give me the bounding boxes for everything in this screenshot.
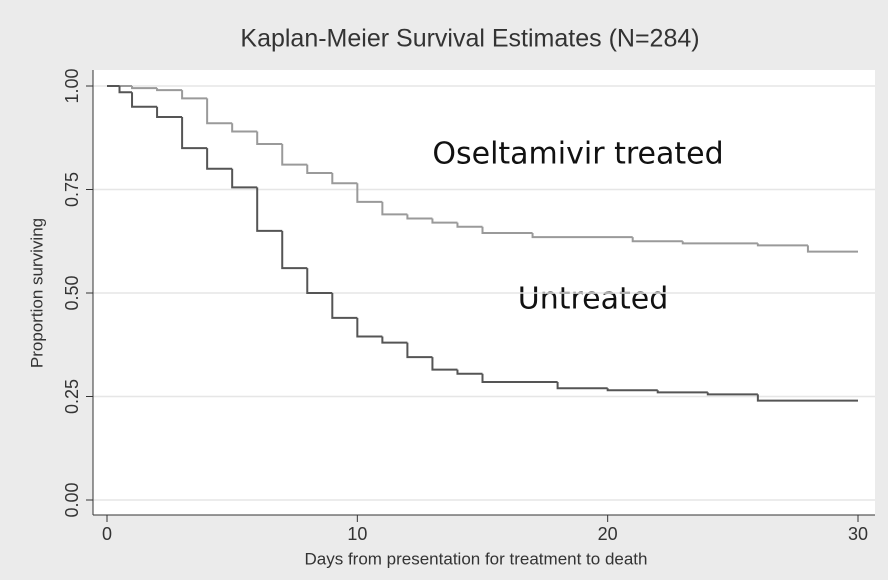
step-segment <box>556 382 608 390</box>
step-segment <box>331 172 358 185</box>
step-segment <box>256 187 283 232</box>
step-segment <box>381 336 408 344</box>
step-segment <box>131 92 158 108</box>
step-segment <box>756 394 858 402</box>
step-segment <box>231 168 258 189</box>
step-segment <box>356 317 383 338</box>
step-segment <box>481 373 558 384</box>
step-segment <box>231 123 258 133</box>
step-segment <box>206 98 233 125</box>
step-segment <box>356 183 383 203</box>
series-annotation: Oseltamivir treated <box>432 137 723 172</box>
step-segment <box>806 245 858 253</box>
x-tick-label: 30 <box>848 524 868 544</box>
y-tick-label: 0.25 <box>62 379 82 414</box>
chart-title: Kaplan-Meier Survival Estimates (N=284) <box>240 25 699 53</box>
step-segment <box>456 222 483 228</box>
step-segment <box>281 143 308 166</box>
step-segment <box>456 369 483 375</box>
step-segment <box>256 131 283 145</box>
step-segment <box>431 218 458 224</box>
step-segment <box>406 342 433 359</box>
x-tick-label: 10 <box>347 524 367 544</box>
step-segment <box>656 390 708 394</box>
step-segment <box>181 90 208 100</box>
step-segment <box>631 237 683 243</box>
step-segment <box>606 388 658 392</box>
x-tick-label: 0 <box>102 524 112 544</box>
y-tick-label: 0.00 <box>62 482 82 517</box>
step-segment <box>706 392 758 396</box>
step-segment <box>156 88 183 92</box>
step-segment <box>481 226 533 234</box>
x-axis-label: Days from presentation for treatment to … <box>304 549 647 568</box>
step-segment <box>206 148 233 170</box>
y-axis-label: Proportion surviving <box>27 218 46 368</box>
step-segment <box>406 214 433 220</box>
step-segment <box>381 201 408 216</box>
series-annotation: Untreated <box>518 282 669 317</box>
step-segment <box>681 241 758 245</box>
step-segment <box>281 230 308 270</box>
step-segment <box>306 268 333 294</box>
step-segment <box>756 243 808 247</box>
step-segment <box>131 86 158 90</box>
step-segment <box>181 117 208 150</box>
y-tick-label: 0.50 <box>62 275 82 310</box>
step-segment <box>531 232 633 239</box>
step-segment <box>306 164 333 174</box>
step-segment <box>156 106 183 119</box>
x-tick-label: 20 <box>598 524 618 544</box>
step-segment <box>331 293 358 319</box>
step-segment <box>431 357 458 371</box>
y-tick-label: 1.00 <box>62 68 82 103</box>
step-segment <box>118 86 133 94</box>
y-tick-label: 0.75 <box>62 172 82 207</box>
